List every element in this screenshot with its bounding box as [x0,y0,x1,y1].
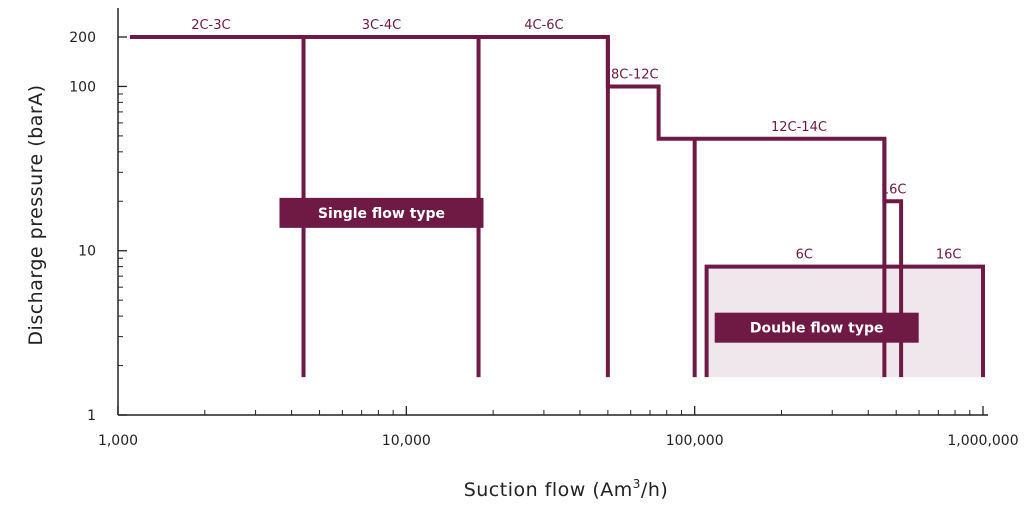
x-tick-label: 1,000,000 [947,433,1018,449]
model-range-label: 8C-12C [611,67,659,82]
model-range-label: 3C-4C [362,18,401,33]
x-tick-label: 10,000 [382,433,431,449]
model-range-label: 4C-6C [524,18,563,33]
flow-type-label: Single flow type [318,206,445,222]
label-layer: 1,000 10,000 100,000 1,000,000 1 10 100 200 2C-3… [69,18,1018,449]
y-tick-label: 100 [69,79,96,95]
double-flow-envelope-line [704,264,985,378]
y-tick-label: 1 [87,408,96,424]
flow-type-label: Double flow type [750,321,884,337]
flow-type-box [714,312,919,343]
model-range-label: 16C [881,182,907,197]
model-range-label: 2C-3C [191,18,230,33]
y-axis-title: Discharge pressure (barA) [25,84,47,345]
model-range-label: 6C [796,248,813,263]
x-tick-label: 1,000 [98,433,138,449]
flow-type-box [279,197,484,228]
y-tick-label: 200 [69,30,96,46]
x-tick-label: 100,000 [666,433,724,449]
model-range-label: 16C [936,248,962,263]
model-range-label: 12C-14C [771,120,827,135]
x-axis-title: Suction flow (Am3/h) [464,477,669,501]
axes-layer [117,8,988,416]
y-tick-label: 10 [78,244,96,260]
